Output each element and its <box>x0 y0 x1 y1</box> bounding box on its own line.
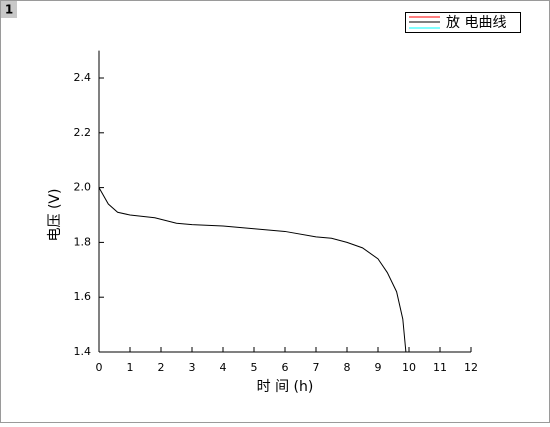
x-tick-label: 1 <box>127 361 134 374</box>
x-tick-label: 6 <box>282 361 289 374</box>
x-tick-label: 11 <box>433 361 447 374</box>
y-tick-label: 2.0 <box>74 181 92 194</box>
legend-label: 放 电曲线 <box>446 15 506 31</box>
x-tick-label: 2 <box>158 361 165 374</box>
y-tick-label: 1.8 <box>74 235 92 248</box>
x-tick-label: 7 <box>313 361 320 374</box>
data-line <box>98 187 407 353</box>
x-tick-label: 8 <box>344 361 351 374</box>
x-axis-label: 时 间 (h) <box>257 379 314 395</box>
y-axis-label: 电压 (V) <box>47 189 63 242</box>
y-tick-label: 1.4 <box>74 345 92 358</box>
x-tick-label: 9 <box>375 361 382 374</box>
layer-box[interactable] <box>1 1 17 18</box>
x-tick-label: 12 <box>464 361 478 374</box>
y-tick-label: 2.4 <box>74 71 92 84</box>
y-tick-label: 2.2 <box>74 126 92 139</box>
x-tick-label: 4 <box>220 361 227 374</box>
x-tick-label: 10 <box>402 361 416 374</box>
y-tick-label: 1.6 <box>74 290 92 303</box>
x-tick-label: 0 <box>96 361 103 374</box>
x-tick-label: 3 <box>189 361 196 374</box>
x-tick-label: 5 <box>251 361 258 374</box>
layer-label: 1 <box>5 3 13 17</box>
